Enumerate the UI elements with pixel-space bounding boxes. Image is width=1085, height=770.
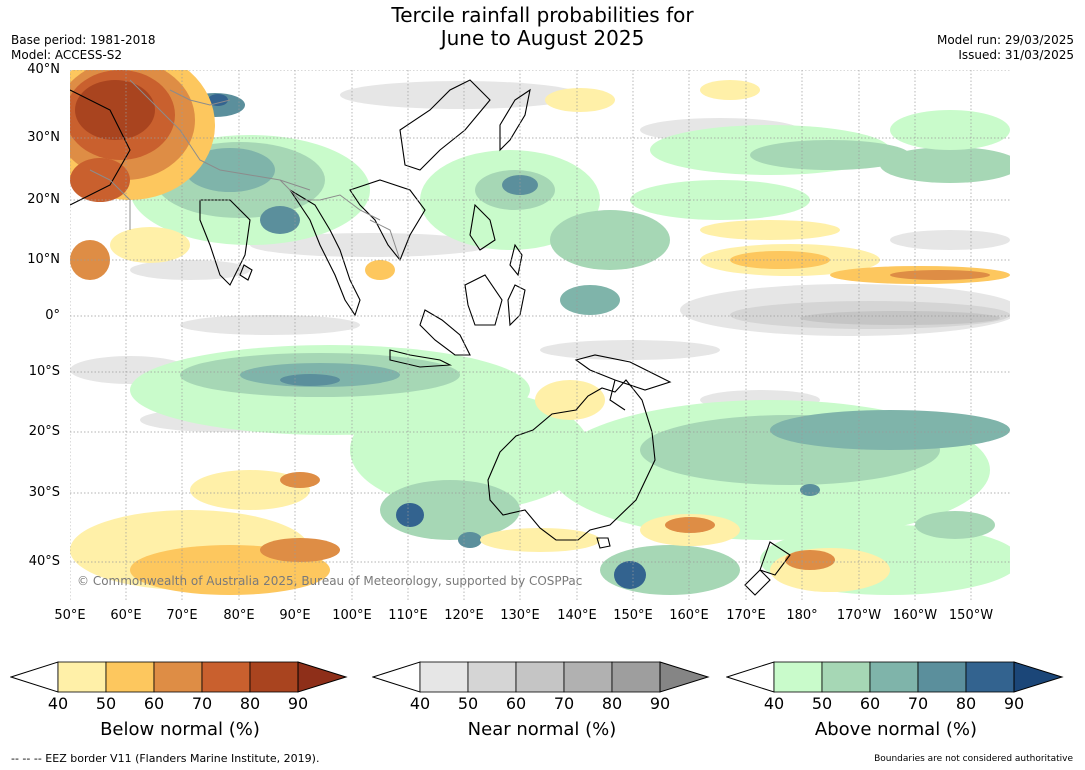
base-period-text: Base period: 1981-2018 — [11, 33, 156, 47]
country-borders — [89, 79, 401, 261]
colorbar-tick-label: 60 — [505, 694, 527, 713]
latitude-label: 40°N — [27, 62, 60, 77]
coastlines — [70, 79, 791, 596]
colorbar-swatch — [467, 661, 517, 693]
longitude-label: 180° — [786, 608, 818, 623]
colorbar-max-extension — [297, 661, 348, 693]
colorbar-tick-label: 40 — [763, 694, 785, 713]
latitude-label: 40°S — [28, 554, 60, 569]
legend-above-normal: 40 50 60 70 80 90 Above normal (%) — [726, 658, 1066, 748]
gridlines — [70, 70, 1010, 600]
colorbar-tick-label: 80 — [955, 694, 977, 713]
longitude-label: 120°E — [444, 608, 484, 623]
below-normal-field — [70, 70, 1010, 595]
map-title: Tercile rainfall probabilities for June … — [0, 4, 1085, 50]
longitude-label: 140°E — [557, 608, 597, 623]
colorbar-tick-label: 60 — [859, 694, 881, 713]
colorbar-swatch — [57, 661, 107, 693]
latitude-label: 20°S — [28, 424, 60, 439]
longitude-label: 50°E — [54, 608, 86, 623]
colorbar-tick-label: 70 — [907, 694, 929, 713]
map-canvas — [70, 70, 1010, 600]
meta-right: Model run: 29/03/2025 Issued: 31/03/2025 — [937, 33, 1074, 63]
latitude-label: 30°S — [28, 485, 60, 500]
colorbar-swatch — [419, 661, 469, 693]
meta-left: Base period: 1981-2018 Model: ACCESS-S2 — [11, 33, 156, 63]
colorbar-tick-label: 80 — [601, 694, 623, 713]
colorbar-near-normal — [372, 661, 710, 693]
colorbar-swatch — [563, 661, 613, 693]
colorbar-tick-label: 70 — [553, 694, 575, 713]
longitude-label: 170°W — [836, 608, 882, 623]
colorbar-swatch — [821, 661, 871, 693]
colorbar-min-extension — [726, 661, 775, 693]
colorbar-min-extension — [10, 661, 59, 693]
colorbar-min-extension — [372, 661, 421, 693]
colorbar-tick-label: 50 — [95, 694, 117, 713]
colorbar-tick-label: 90 — [287, 694, 309, 713]
longitude-label: 160°E — [669, 608, 709, 623]
map-title-line2: June to August 2025 — [440, 26, 645, 50]
latitude-label: 20°N — [27, 192, 60, 207]
longitude-label: 150°E — [613, 608, 653, 623]
issued-text: Issued: 31/03/2025 — [958, 48, 1074, 62]
colorbar-swatch — [611, 661, 661, 693]
legend-below-normal: 40 50 60 70 80 90 Below normal (%) — [10, 658, 350, 748]
longitude-label: 110°E — [388, 608, 428, 623]
legend-title-below-normal: Below normal (%) — [100, 719, 260, 740]
colorbar-tick-label: 60 — [143, 694, 165, 713]
colorbar-swatch — [515, 661, 565, 693]
legend-title-above-normal: Above normal (%) — [814, 719, 978, 740]
colorbar-swatch — [249, 661, 299, 693]
latitude-label: 0° — [45, 308, 60, 323]
rainfall-probability-map — [70, 70, 1010, 600]
colorbar-below-normal — [10, 661, 348, 693]
boundary-disclaimer: Boundaries are not considered authoritat… — [874, 754, 1073, 764]
colorbar-tick-label: 90 — [649, 694, 671, 713]
colorbar-max-extension — [1013, 661, 1064, 693]
colorbar-above-normal — [726, 661, 1064, 693]
colorbar-tick-label: 50 — [811, 694, 833, 713]
colorbar-swatch — [917, 661, 967, 693]
latitude-label: 10°S — [28, 364, 60, 379]
copyright-notice: © Commonwealth of Australia 2025, Bureau… — [77, 574, 583, 588]
longitude-label: 90°E — [279, 608, 311, 623]
colorbar-max-extension — [659, 661, 710, 693]
longitude-label: 60°E — [110, 608, 142, 623]
longitude-label: 150°W — [948, 608, 994, 623]
colorbar-tick-label: 40 — [409, 694, 431, 713]
longitude-label: 160°W — [892, 608, 938, 623]
colorbar-swatch — [773, 661, 823, 693]
colorbar-swatch — [965, 661, 1015, 693]
longitude-label: 70°E — [166, 608, 198, 623]
longitude-label: 130°E — [500, 608, 540, 623]
eez-border-note: -- -- -- EEZ border V11 (Flanders Marine… — [11, 752, 320, 765]
colorbar-swatch — [869, 661, 919, 693]
colorbar-tick-label: 50 — [457, 694, 479, 713]
above-normal-field — [130, 93, 1010, 595]
latitude-label: 30°N — [27, 130, 60, 145]
latitude-label: 10°N — [27, 252, 60, 267]
map-title-line1: Tercile rainfall probabilities for — [391, 3, 694, 27]
colorbar-tick-label: 40 — [47, 694, 69, 713]
colorbar-swatch — [201, 661, 251, 693]
colorbar-swatch — [153, 661, 203, 693]
colorbar-tick-label: 90 — [1003, 694, 1025, 713]
colorbar-swatch — [105, 661, 155, 693]
model-run-text: Model run: 29/03/2025 — [936, 33, 1074, 47]
model-text: Model: ACCESS-S2 — [11, 48, 123, 62]
legend-title-near-normal: Near normal (%) — [467, 719, 617, 740]
longitude-label: 80°E — [223, 608, 255, 623]
colorbar-tick-label: 80 — [239, 694, 261, 713]
colorbar-tick-label: 70 — [191, 694, 213, 713]
longitude-label: 170°E — [726, 608, 766, 623]
legend-near-normal: 40 50 60 70 80 90 Near normal (%) — [372, 658, 712, 748]
longitude-label: 100°E — [332, 608, 372, 623]
